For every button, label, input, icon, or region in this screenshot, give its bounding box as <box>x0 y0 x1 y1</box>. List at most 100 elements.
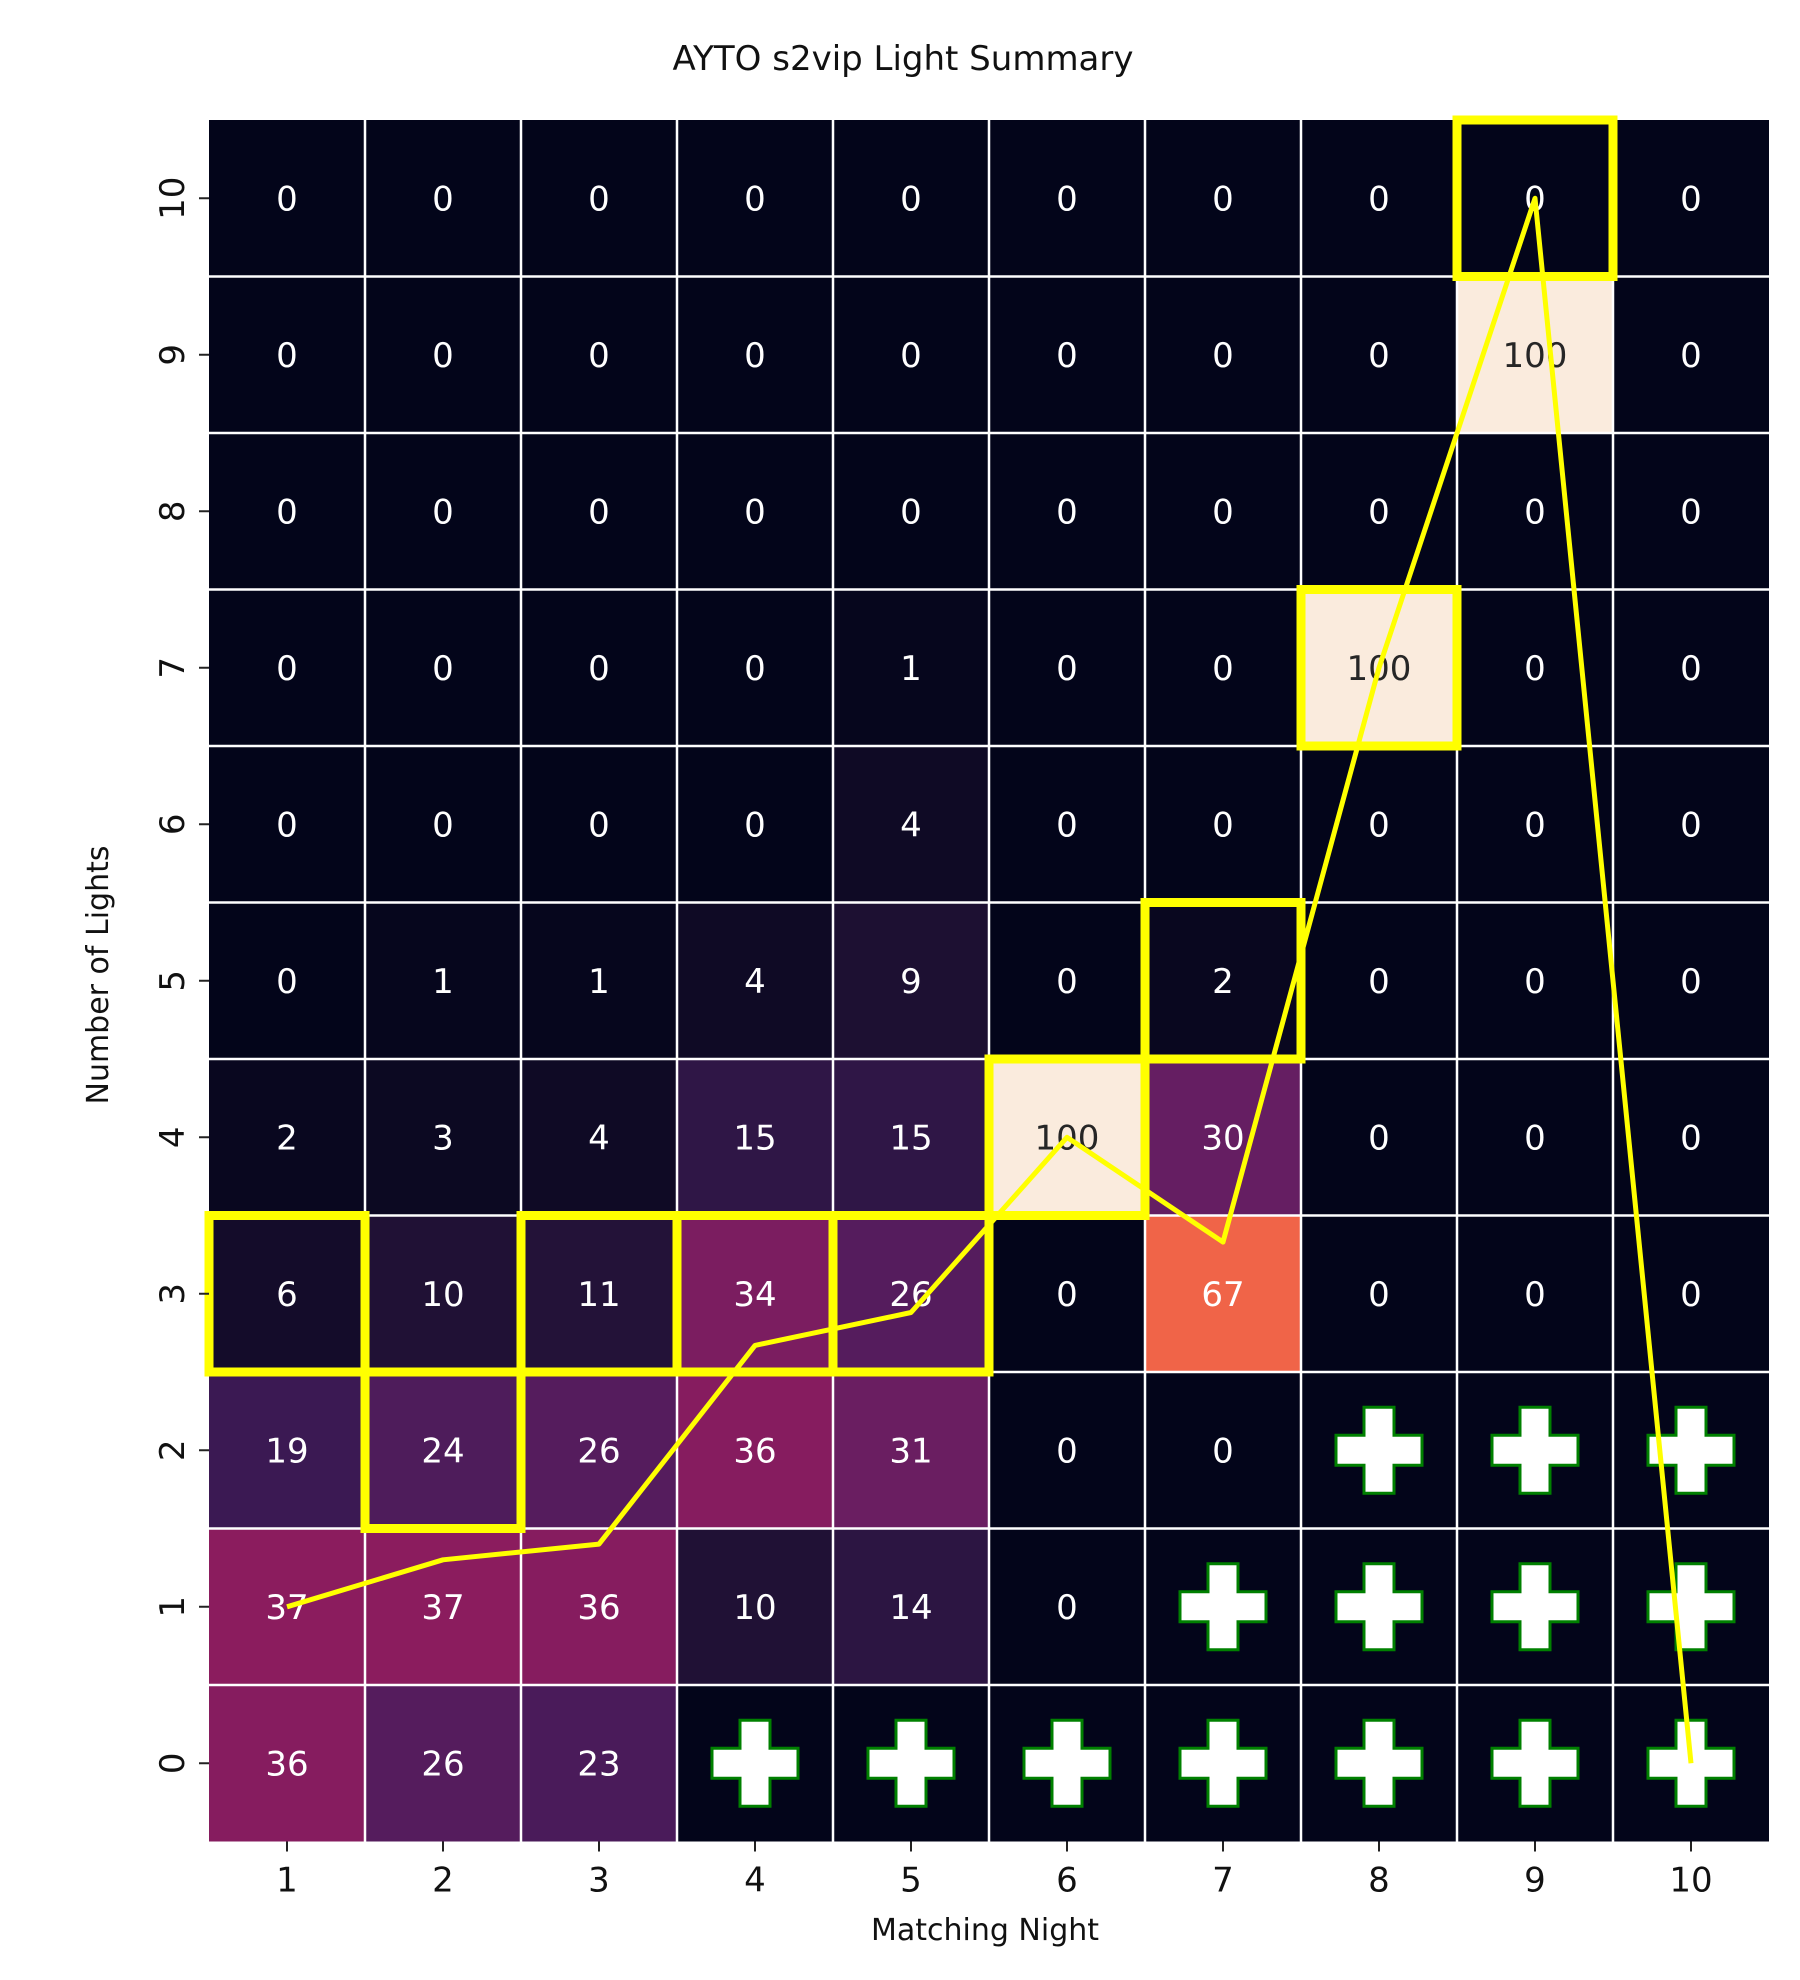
cell-value-label: 30 <box>1201 1118 1244 1158</box>
cell-value-label: 0 <box>276 805 298 845</box>
cell-value-label: 0 <box>588 336 610 376</box>
x-tick-label: 2 <box>432 1861 454 1901</box>
cell-value-label: 0 <box>588 492 610 532</box>
cell-value-label: 0 <box>588 179 610 219</box>
heatmap-cell <box>1145 902 1301 1059</box>
actual-lights-box <box>1140 898 1306 1064</box>
heatmap-cell <box>1457 1215 1613 1372</box>
excluded-plus-marker <box>1178 1718 1268 1808</box>
cell-value-label: 14 <box>889 1588 932 1628</box>
cell-value-label: 0 <box>1056 492 1078 532</box>
cell-value-label: 0 <box>1056 1588 1078 1628</box>
highlight-boxes <box>204 115 1618 1533</box>
excluded-plus-marker <box>1334 1718 1424 1808</box>
actual-lights-box <box>1296 585 1462 751</box>
heatmap-cell <box>209 746 365 903</box>
cell-value-label: 0 <box>1056 962 1078 1002</box>
expected-lights-line-layer <box>286 195 1694 1764</box>
cell-value-label: 19 <box>265 1431 308 1471</box>
cell-value-label: 10 <box>421 1275 464 1315</box>
cell-value-label: 0 <box>1680 492 1702 532</box>
cell-value-label: 0 <box>900 336 922 376</box>
heatmap-cell <box>833 120 989 277</box>
heatmap-cell <box>209 1059 365 1216</box>
cell-value-label: 0 <box>276 492 298 532</box>
cell-value-label: 0 <box>1212 1431 1234 1471</box>
cell-value-label: 26 <box>421 1744 464 1784</box>
heatmap-cell <box>209 902 365 1059</box>
cell-value-label: 0 <box>1212 805 1234 845</box>
cell-value-label: 67 <box>1201 1275 1244 1315</box>
heatmap-cell <box>209 433 365 590</box>
cell-value-label: 37 <box>421 1588 464 1628</box>
cell-value-label: 0 <box>432 336 454 376</box>
heatmap-cell <box>521 1372 677 1529</box>
heatmap-cell <box>1613 276 1769 433</box>
heatmap-cell <box>521 746 677 903</box>
heatmap-cell <box>521 589 677 746</box>
heatmap-cell <box>209 1685 365 1842</box>
heatmap-cell <box>209 120 365 277</box>
cell-value-label: 0 <box>1368 1118 1390 1158</box>
cell-value-label: 0 <box>1368 179 1390 219</box>
cell-value-label: 0 <box>900 179 922 219</box>
x-tick-label: 1 <box>276 1861 298 1901</box>
heatmap-cell <box>833 433 989 590</box>
heatmap-cell <box>677 902 833 1059</box>
cell-value-label: 4 <box>588 1118 610 1158</box>
y-tick-label: 1 <box>153 1596 193 1618</box>
cell-value-label: 0 <box>1680 805 1702 845</box>
heatmap-cell <box>677 120 833 277</box>
excluded-plus-marker <box>1334 1405 1424 1495</box>
cell-value-label: 31 <box>889 1431 932 1471</box>
heatmap-cell <box>521 1528 677 1685</box>
x-axis: 1 2 3 4 5 6 7 8 9 10 <box>276 1841 1713 1901</box>
cell-value-label: 9 <box>900 962 922 1002</box>
x-tick-label: 10 <box>1669 1861 1712 1901</box>
heatmap-cell <box>677 433 833 590</box>
cell-value-label: 0 <box>1056 1431 1078 1471</box>
heatmap-cell <box>1145 746 1301 903</box>
heatmap-cell <box>521 1059 677 1216</box>
heatmap-cell <box>1145 120 1301 277</box>
cell-value-label: 26 <box>577 1431 620 1471</box>
cell-value-label: 0 <box>1680 336 1702 376</box>
heatmap-cell <box>209 1372 365 1529</box>
cell-value-label: 0 <box>588 649 610 689</box>
y-tick-label: 4 <box>153 1126 193 1148</box>
heatmap-cell <box>365 589 521 746</box>
heatmap-cell <box>365 1372 521 1529</box>
chart-title: AYTO s2vip Light Summary <box>673 39 1134 79</box>
heatmap-cell <box>989 1215 1145 1372</box>
cell-value-label: 0 <box>276 649 298 689</box>
excluded-plus-marker <box>1490 1405 1580 1495</box>
cell-value-label: 0 <box>1680 1275 1702 1315</box>
excluded-plus-marker <box>1022 1718 1112 1808</box>
x-tick-label: 9 <box>1524 1861 1546 1901</box>
heatmap-cell <box>1613 746 1769 903</box>
heatmap-cell <box>1301 276 1457 433</box>
heatmap-cell <box>1145 433 1301 590</box>
heatmap-cells: 3637196200000026372410310000023362611410… <box>209 120 1769 1842</box>
cell-value-label: 0 <box>1680 649 1702 689</box>
heatmap-cell <box>989 746 1145 903</box>
excluded-plus-marker <box>1490 1562 1580 1652</box>
cell-value-label: 0 <box>1368 805 1390 845</box>
heatmap-cell <box>833 902 989 1059</box>
cell-value-label: 15 <box>889 1118 932 1158</box>
cell-value-label: 2 <box>276 1118 298 1158</box>
excluded-plus-marker <box>866 1718 956 1808</box>
heatmap-cell <box>521 1215 677 1372</box>
cell-value-label: 0 <box>1212 492 1234 532</box>
cell-value-label: 0 <box>432 492 454 532</box>
cell-value-label: 23 <box>577 1744 620 1784</box>
y-axis-label: Number of Lights <box>81 846 116 1105</box>
y-tick-label: 6 <box>153 813 193 835</box>
cell-value-label: 1 <box>900 649 922 689</box>
heatmap-cell <box>1457 902 1613 1059</box>
cell-value-label: 100 <box>1503 336 1568 376</box>
heatmap-cell <box>1301 1215 1457 1372</box>
cell-value-label: 0 <box>744 649 766 689</box>
cell-value-label: 4 <box>900 805 922 845</box>
